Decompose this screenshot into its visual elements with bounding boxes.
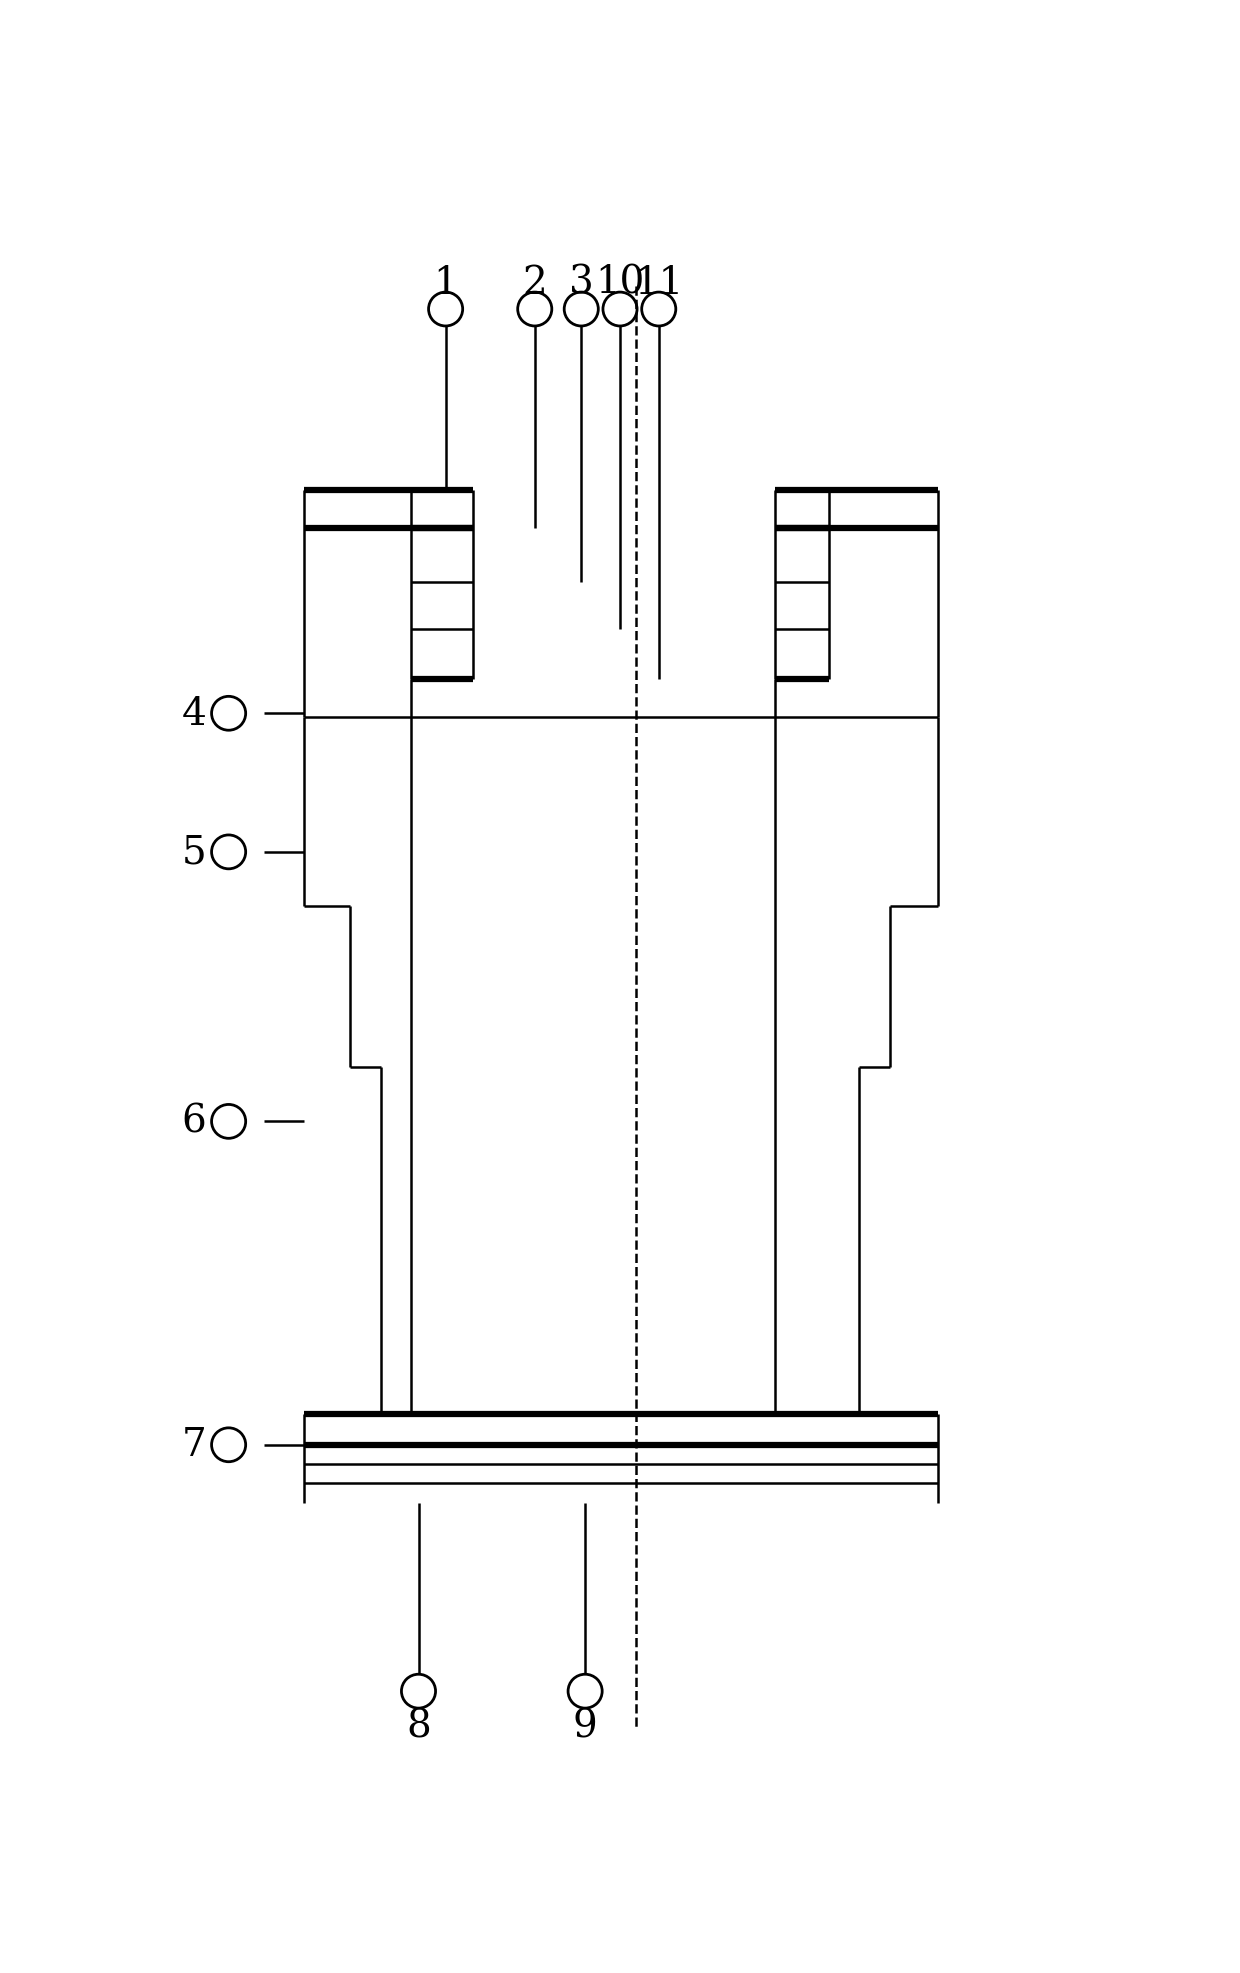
Text: 7: 7 <box>181 1426 206 1464</box>
Text: 5: 5 <box>181 835 206 870</box>
Text: 8: 8 <box>407 1707 430 1744</box>
Text: 10: 10 <box>595 264 645 302</box>
Text: 1: 1 <box>433 264 458 302</box>
Text: 11: 11 <box>634 264 683 302</box>
Text: 9: 9 <box>573 1707 598 1744</box>
Text: 4: 4 <box>181 694 206 732</box>
Text: 3: 3 <box>569 264 594 302</box>
Text: 2: 2 <box>522 264 547 302</box>
Text: 6: 6 <box>181 1103 206 1140</box>
